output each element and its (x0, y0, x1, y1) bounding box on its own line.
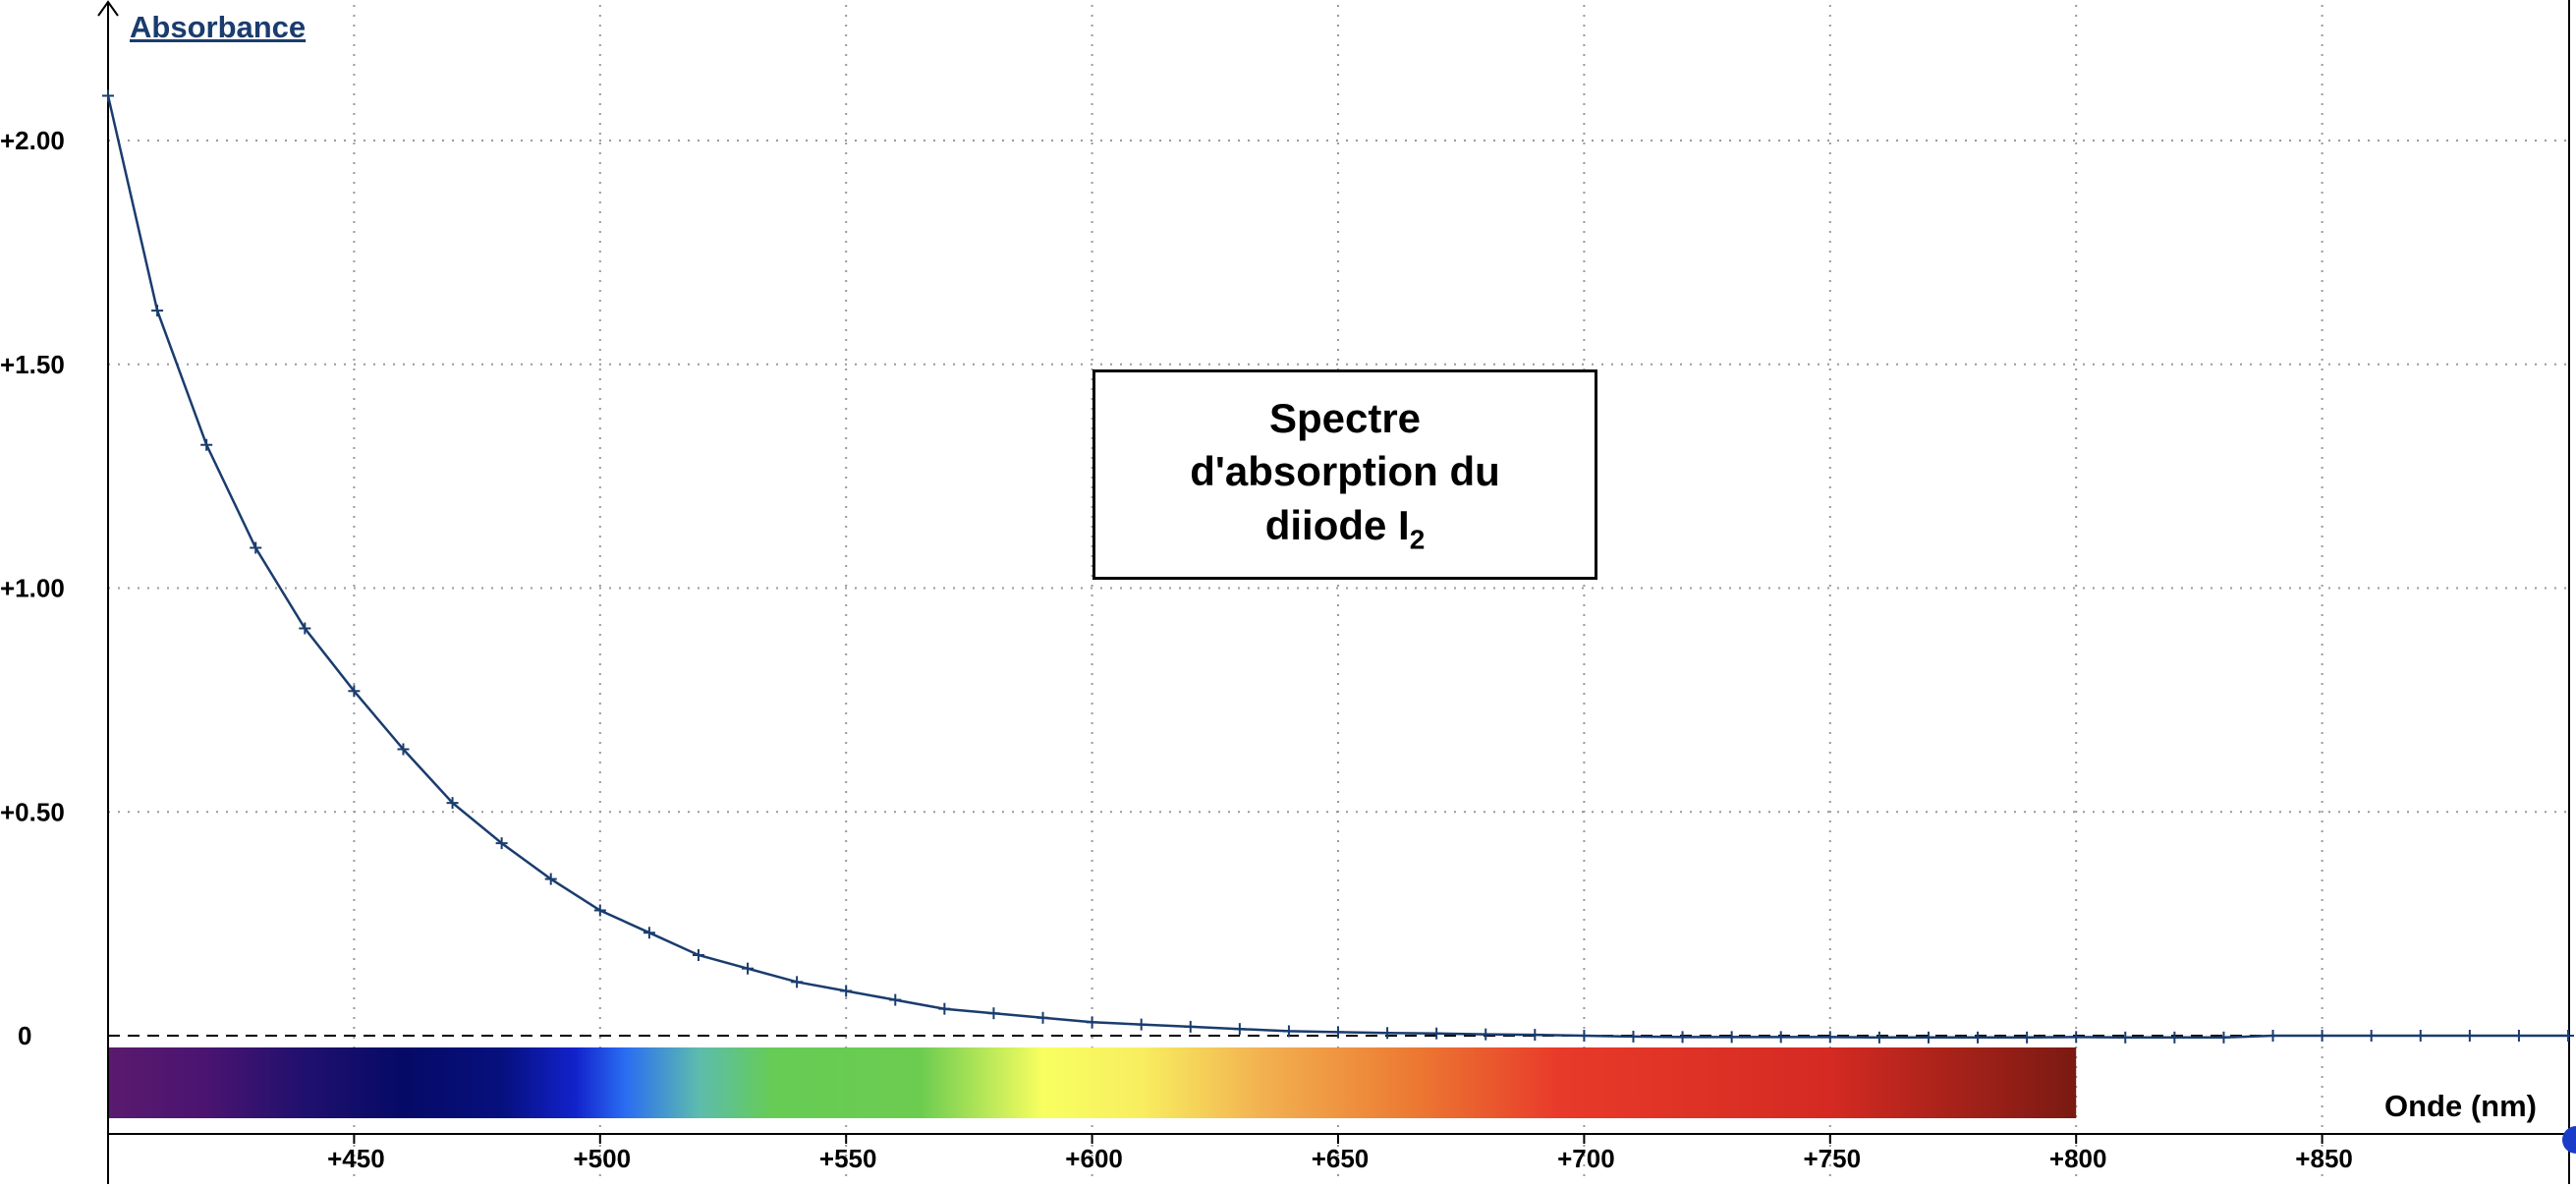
x-tick-label: +450 (327, 1144, 385, 1173)
data-point (1282, 1025, 1295, 1038)
data-point (1922, 1031, 1934, 1044)
data-point (2316, 1030, 2328, 1042)
data-point (1233, 1023, 1246, 1036)
x-tick-label: +550 (819, 1144, 877, 1173)
axes (97, 0, 2570, 1184)
visible-spectrum-band (108, 1047, 2077, 1118)
data-point (2365, 1030, 2378, 1042)
data-point (2168, 1031, 2181, 1044)
data-point (692, 949, 704, 962)
data-point (2267, 1030, 2279, 1042)
y-tick-label: +1.50 (0, 350, 65, 379)
tick-labels: +450 +500 +550 +600 +650 +700 +750 +800 +850 0 +0.… (0, 126, 2353, 1173)
x-axis-label: Onde (nm) (2384, 1089, 2537, 1123)
data-point (593, 904, 606, 917)
data-point (2021, 1031, 2034, 1044)
data-point (2070, 1031, 2083, 1044)
absorbance-series (102, 89, 2574, 1044)
data-point (1774, 1031, 1787, 1044)
title-line-3: diiode I (1264, 501, 1410, 548)
data-point (1135, 1018, 1148, 1031)
data-point (250, 541, 262, 554)
data-point (1627, 1030, 1640, 1043)
data-point (791, 976, 804, 989)
data-point (1725, 1031, 1738, 1044)
data-point (397, 743, 410, 756)
data-point (102, 89, 114, 102)
data-point (2463, 1030, 2476, 1042)
y-tick-label: +1.00 (0, 574, 65, 603)
x-tick-label: +600 (1065, 1144, 1123, 1173)
x-tick-label: +650 (1312, 1144, 1370, 1173)
title-subscript: 2 (1409, 524, 1426, 555)
data-point (1430, 1027, 1443, 1040)
data-point (1972, 1031, 1985, 1044)
y-axis-label: Absorbance (130, 10, 307, 44)
data-point (987, 1007, 1000, 1020)
data-point (1529, 1029, 1541, 1042)
data-point (1381, 1027, 1394, 1040)
data-point (446, 797, 459, 810)
y-tick-label: 0 (18, 1021, 31, 1050)
data-point (2512, 1030, 2525, 1042)
data-point (495, 837, 508, 850)
data-point (1332, 1026, 1344, 1039)
y-tick-label: +0.50 (0, 797, 65, 826)
data-point (840, 985, 853, 997)
data-point (1480, 1028, 1492, 1041)
data-point (1086, 1016, 1098, 1029)
data-point (1184, 1020, 1197, 1033)
grid (108, 5, 2569, 1184)
data-point (299, 622, 311, 635)
data-point (1676, 1031, 1689, 1044)
data-point (2217, 1031, 2230, 1044)
data-point (2414, 1030, 2427, 1042)
data-point (1578, 1030, 1591, 1042)
x-tick-label: +750 (1804, 1144, 1862, 1173)
data-point (938, 1002, 951, 1015)
x-tick-label: +500 (574, 1144, 632, 1173)
chart-title-box: Spectre d'absorption du diiode I2 (1092, 369, 1597, 580)
data-point (742, 962, 755, 975)
data-point (200, 438, 213, 451)
data-point (2119, 1031, 2132, 1044)
data-point (1823, 1031, 1836, 1044)
y-axis-arrow (97, 0, 119, 17)
data-point (643, 927, 655, 939)
data-point (889, 993, 902, 1006)
title-line-2: d'absorption du (1190, 448, 1500, 495)
title-line-1: Spectre (1268, 394, 1422, 441)
y-tick-label: +2.00 (0, 126, 65, 155)
x-tick-label: +850 (2295, 1144, 2353, 1173)
chart-title: Spectre d'absorption du diiode I2 (1190, 392, 1500, 558)
data-point (2562, 1030, 2574, 1042)
data-point (151, 305, 164, 317)
data-point (1036, 1011, 1049, 1024)
data-point (348, 685, 361, 698)
data-point (1873, 1031, 1885, 1044)
data-point (544, 873, 557, 885)
x-tick-label: +700 (1557, 1144, 1615, 1173)
x-tick-label: +800 (2049, 1144, 2107, 1173)
axis-end-marker[interactable] (2562, 1126, 2576, 1154)
